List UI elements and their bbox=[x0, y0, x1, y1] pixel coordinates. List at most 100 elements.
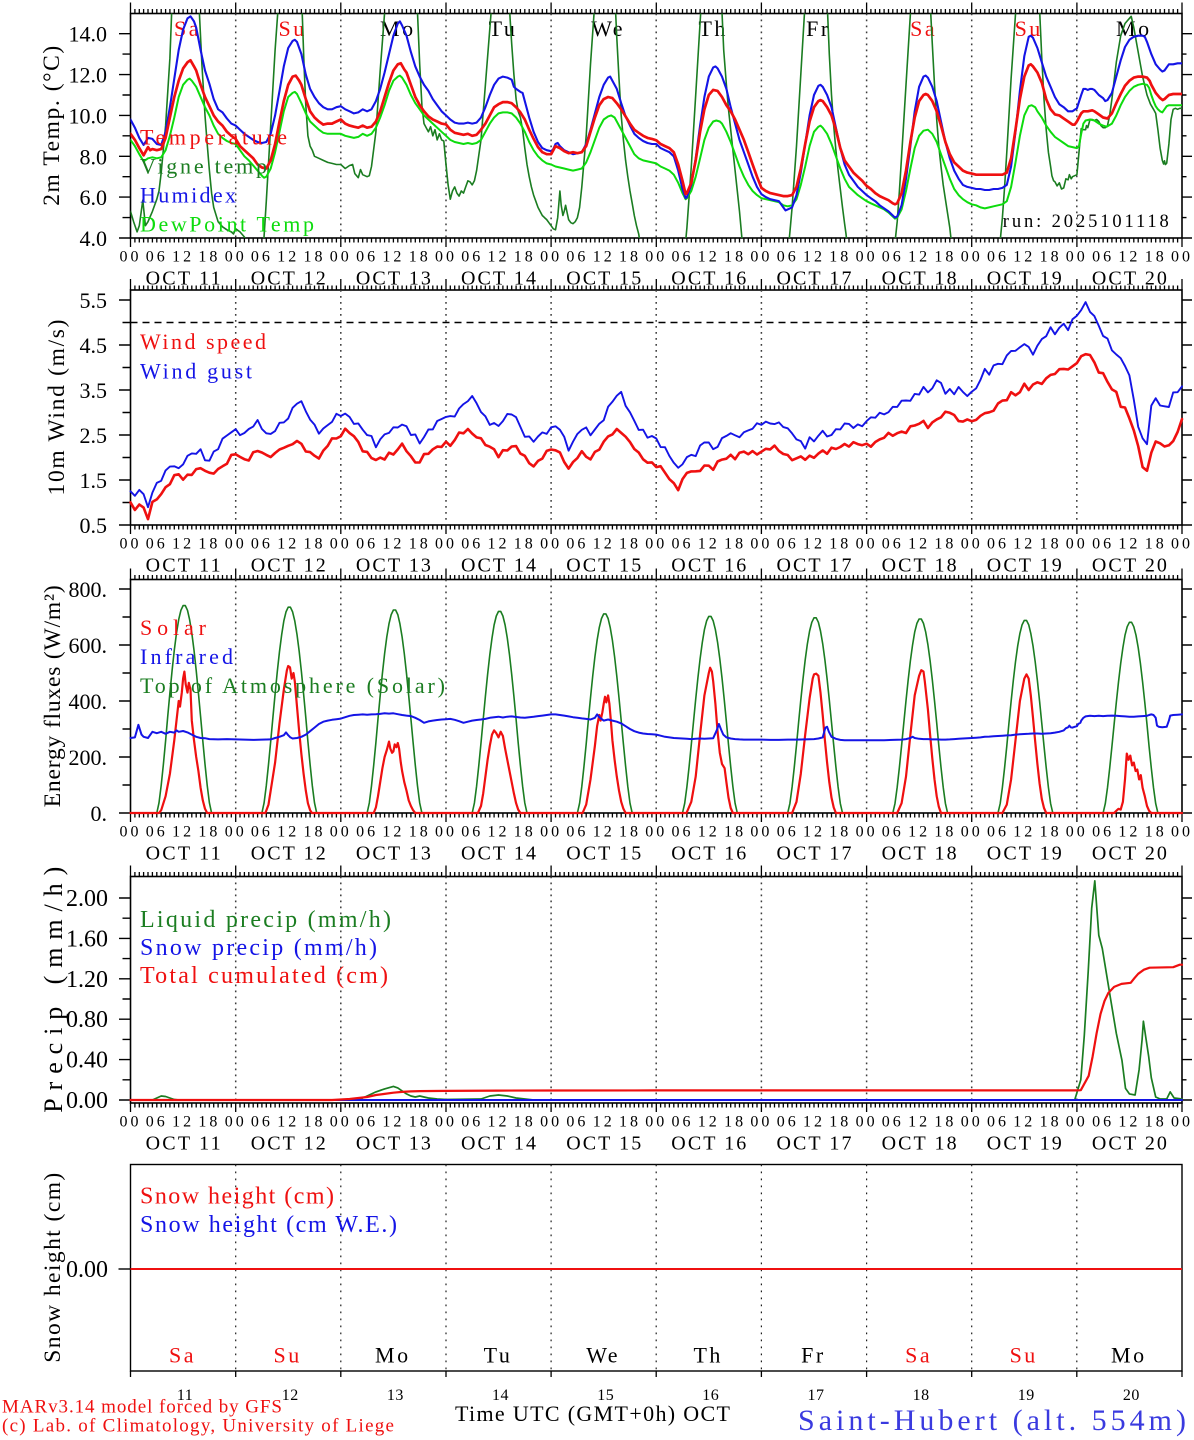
svg-text:00: 00 bbox=[120, 1114, 142, 1131]
svg-text:00: 00 bbox=[435, 536, 457, 553]
svg-text:OCT 13: OCT 13 bbox=[356, 555, 431, 577]
svg-text:00: 00 bbox=[1171, 824, 1193, 841]
svg-text:12: 12 bbox=[1013, 536, 1035, 553]
svg-text:18: 18 bbox=[304, 824, 326, 841]
svg-text:06: 06 bbox=[461, 1114, 483, 1131]
svg-text:00: 00 bbox=[1171, 249, 1193, 266]
svg-text:12: 12 bbox=[908, 824, 930, 841]
svg-text:18: 18 bbox=[619, 1114, 641, 1131]
svg-text:18: 18 bbox=[409, 536, 431, 553]
svg-text:Temperature: Temperature bbox=[140, 124, 287, 149]
svg-text:Fr: Fr bbox=[801, 1343, 826, 1368]
svg-text:06: 06 bbox=[777, 1114, 799, 1131]
svg-text:Tu: Tu bbox=[489, 16, 518, 41]
svg-text:00: 00 bbox=[961, 824, 983, 841]
svg-text:00: 00 bbox=[330, 824, 352, 841]
svg-text:1.60: 1.60 bbox=[66, 926, 108, 952]
svg-text:06: 06 bbox=[566, 249, 588, 266]
svg-text:OCT 11: OCT 11 bbox=[146, 843, 221, 865]
svg-text:06: 06 bbox=[987, 249, 1009, 266]
svg-text:06: 06 bbox=[672, 536, 694, 553]
svg-text:06: 06 bbox=[1092, 249, 1114, 266]
svg-text:OCT 15: OCT 15 bbox=[566, 1133, 641, 1155]
svg-text:We: We bbox=[591, 16, 625, 41]
svg-text:DewPoint Temp: DewPoint Temp bbox=[140, 212, 314, 237]
svg-text:200.: 200. bbox=[69, 745, 108, 770]
svg-text:12: 12 bbox=[698, 249, 720, 266]
svg-text:18: 18 bbox=[514, 536, 536, 553]
svg-text:12: 12 bbox=[172, 1114, 194, 1131]
svg-text:06: 06 bbox=[146, 1114, 168, 1131]
svg-text:06: 06 bbox=[987, 1114, 1009, 1131]
svg-text:00: 00 bbox=[330, 1114, 352, 1131]
svg-text:12: 12 bbox=[908, 536, 930, 553]
svg-text:06: 06 bbox=[1092, 1114, 1114, 1131]
svg-text:00: 00 bbox=[1171, 536, 1193, 553]
svg-text:18: 18 bbox=[304, 536, 326, 553]
svg-text:06: 06 bbox=[777, 249, 799, 266]
svg-text:Snow precip (mm/h): Snow precip (mm/h) bbox=[140, 935, 377, 961]
svg-text:OCT 17: OCT 17 bbox=[777, 555, 852, 577]
svg-text:00: 00 bbox=[1066, 824, 1088, 841]
svg-text:20: 20 bbox=[1123, 1387, 1140, 1404]
svg-text:OCT 13: OCT 13 bbox=[356, 1133, 431, 1155]
svg-text:12: 12 bbox=[1118, 824, 1140, 841]
svg-text:06: 06 bbox=[566, 824, 588, 841]
svg-text:18: 18 bbox=[198, 824, 220, 841]
svg-text:18: 18 bbox=[514, 249, 536, 266]
svg-text:18: 18 bbox=[409, 1114, 431, 1131]
svg-text:00: 00 bbox=[645, 824, 667, 841]
svg-text:12: 12 bbox=[803, 536, 825, 553]
svg-text:00: 00 bbox=[330, 536, 352, 553]
svg-text:12: 12 bbox=[488, 1114, 510, 1131]
svg-text:12: 12 bbox=[277, 1114, 299, 1131]
svg-text:Humidex: Humidex bbox=[140, 183, 236, 208]
svg-text:0.80: 0.80 bbox=[66, 1007, 108, 1033]
svg-text:06: 06 bbox=[566, 536, 588, 553]
svg-text:Sa: Sa bbox=[910, 16, 937, 41]
svg-text:06: 06 bbox=[461, 536, 483, 553]
svg-text:00: 00 bbox=[750, 249, 772, 266]
svg-text:06: 06 bbox=[146, 536, 168, 553]
svg-text:18: 18 bbox=[829, 249, 851, 266]
svg-text:00: 00 bbox=[540, 536, 562, 553]
svg-text:06: 06 bbox=[777, 536, 799, 553]
svg-text:12: 12 bbox=[488, 249, 510, 266]
svg-text:00: 00 bbox=[225, 536, 247, 553]
svg-text:600.: 600. bbox=[69, 633, 108, 658]
svg-text:18: 18 bbox=[913, 1387, 930, 1404]
svg-text:We: We bbox=[586, 1343, 620, 1368]
svg-text:Total cumulated (cm): Total cumulated (cm) bbox=[140, 963, 388, 989]
svg-text:13: 13 bbox=[387, 1387, 404, 1404]
svg-text:06: 06 bbox=[146, 249, 168, 266]
svg-text:00: 00 bbox=[1066, 1114, 1088, 1131]
svg-text:OCT 14: OCT 14 bbox=[461, 268, 536, 290]
svg-text:19: 19 bbox=[1018, 1387, 1035, 1404]
svg-text:00: 00 bbox=[856, 824, 878, 841]
svg-text:18: 18 bbox=[198, 1114, 220, 1131]
svg-text:00: 00 bbox=[540, 824, 562, 841]
svg-text:06: 06 bbox=[356, 824, 378, 841]
svg-text:00: 00 bbox=[225, 249, 247, 266]
svg-text:18: 18 bbox=[934, 536, 956, 553]
svg-text:00: 00 bbox=[120, 536, 142, 553]
svg-text:Wind gust: Wind gust bbox=[140, 359, 252, 384]
svg-text:Time UTC (GMT+0h) OCT: Time UTC (GMT+0h) OCT bbox=[455, 1401, 731, 1426]
svg-text:OCT 20: OCT 20 bbox=[1092, 268, 1167, 290]
svg-text:OCT 15: OCT 15 bbox=[566, 843, 641, 865]
svg-text:12: 12 bbox=[698, 1114, 720, 1131]
svg-text:Liquid precip (mm/h): Liquid precip (mm/h) bbox=[140, 907, 391, 933]
svg-text:00: 00 bbox=[645, 249, 667, 266]
svg-text:12: 12 bbox=[908, 249, 930, 266]
svg-text:06: 06 bbox=[461, 249, 483, 266]
svg-text:OCT 12: OCT 12 bbox=[251, 555, 326, 577]
svg-text:OCT 16: OCT 16 bbox=[671, 1133, 746, 1155]
svg-text:OCT 19: OCT 19 bbox=[987, 268, 1062, 290]
svg-text:00: 00 bbox=[225, 1114, 247, 1131]
svg-text:18: 18 bbox=[198, 536, 220, 553]
svg-text:12: 12 bbox=[172, 824, 194, 841]
svg-text:12: 12 bbox=[803, 824, 825, 841]
svg-text:18: 18 bbox=[1145, 1114, 1167, 1131]
svg-text:4.5: 4.5 bbox=[80, 333, 108, 358]
svg-text:12: 12 bbox=[172, 249, 194, 266]
